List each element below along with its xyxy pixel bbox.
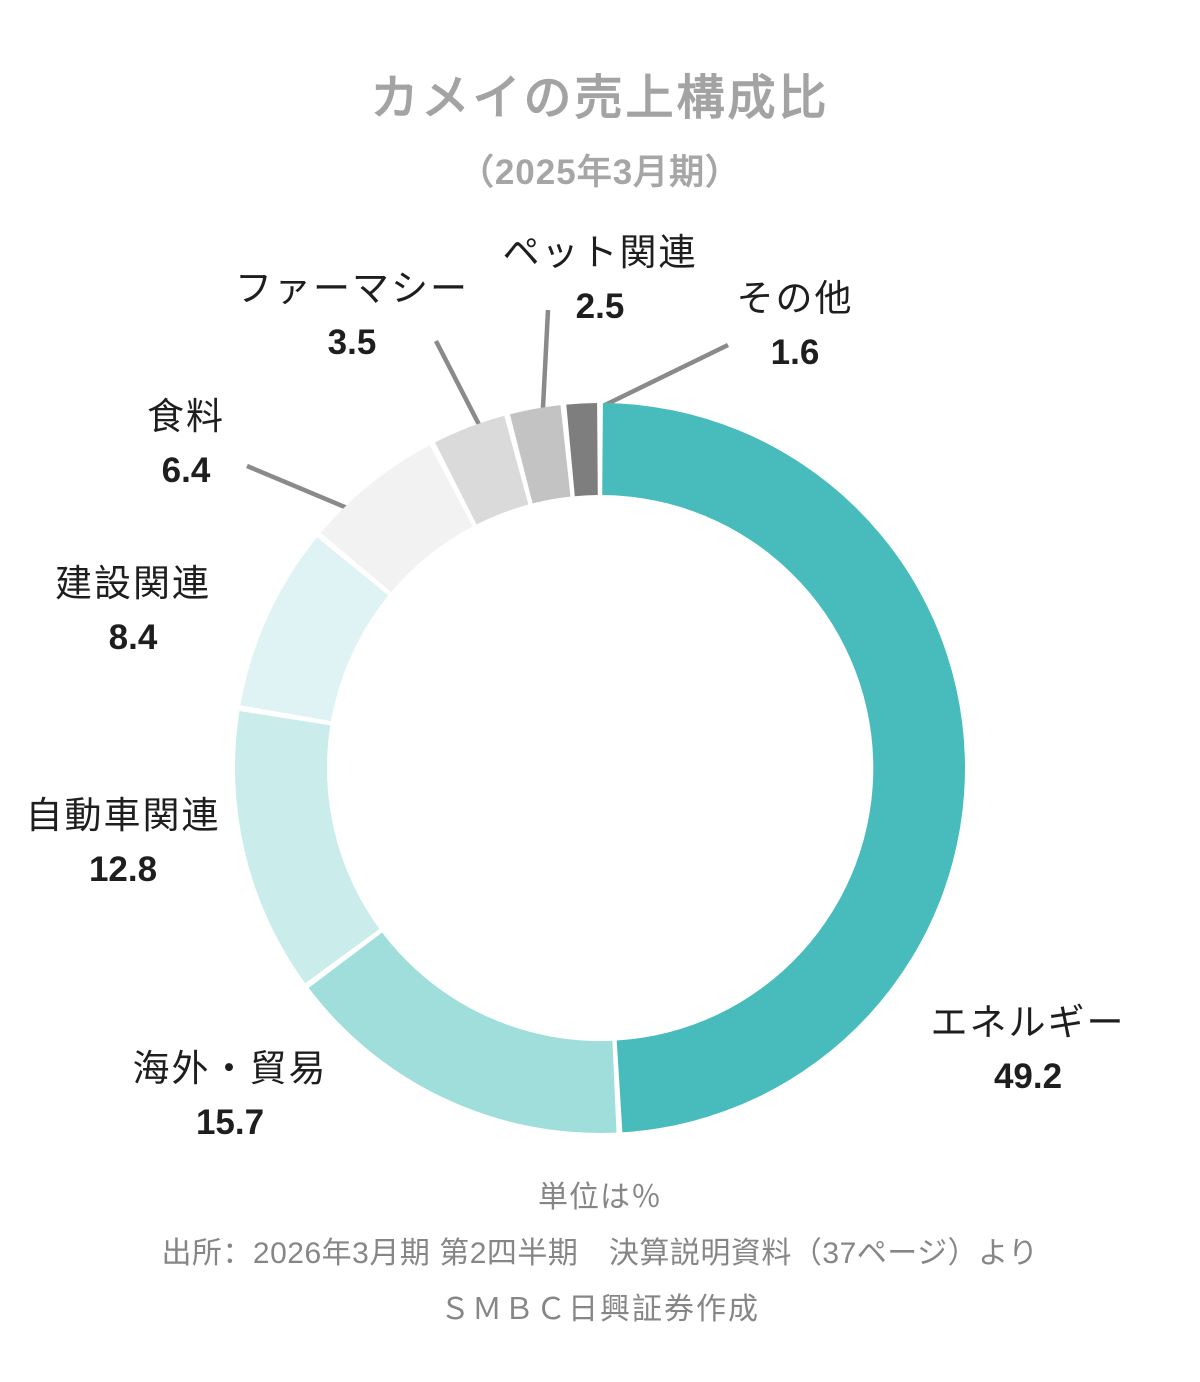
- segment-value: 2.5: [575, 287, 625, 326]
- segment-label-pharmacy: ファーマシー 3.5: [235, 263, 469, 371]
- donut-segment-6: [435, 415, 529, 525]
- donut-segment-4: [240, 537, 389, 722]
- donut-segment-8: [566, 403, 598, 497]
- segment-label-other: その他 1.6: [737, 273, 854, 381]
- segment-label-energy: エネルギー 49.2: [931, 997, 1126, 1105]
- segment-name: 海外・貿易: [132, 1048, 328, 1089]
- segment-label-construction: 建設関連 8.4: [55, 558, 211, 666]
- donut-segment-1: [602, 403, 965, 1133]
- segment-name: エネルギー: [930, 1002, 1126, 1043]
- segment-label-automotive: 自動車関連 12.8: [26, 790, 221, 898]
- donut-segment-2: [308, 932, 617, 1133]
- segment-value: 8.4: [108, 618, 158, 657]
- segment-name: ペット関連: [502, 232, 698, 273]
- donut-segment-5: [320, 445, 473, 593]
- unit-note: 単位は％: [538, 1181, 662, 1214]
- page-title: カメイの売上構成比: [370, 72, 830, 125]
- segment-name: その他: [736, 278, 854, 319]
- segment-name: ファーマシー: [235, 268, 469, 309]
- segment-value: 49.2: [993, 1057, 1063, 1096]
- donut-segment-3: [235, 711, 380, 984]
- page-subtitle: （2025年3月期）: [458, 153, 742, 192]
- segment-value: 6.4: [161, 451, 211, 490]
- segment-name: 建設関連: [55, 563, 211, 604]
- leader-line-other: [604, 342, 729, 408]
- segment-value: 1.6: [770, 333, 820, 372]
- source-line: 出所：2026年3月期 第2四半期 決算説明資料（37ページ）より: [161, 1237, 1039, 1270]
- credit-line: ＳＭＢＣ日興証券作成: [440, 1293, 760, 1326]
- segment-label-overseas-trade: 海外・貿易 15.7: [133, 1043, 328, 1151]
- segment-value: 12.8: [88, 850, 158, 889]
- segment-label-pet: ペット関連 2.5: [503, 227, 698, 335]
- segment-name: 自動車関連: [25, 795, 221, 836]
- segment-value: 15.7: [195, 1103, 265, 1142]
- segment-label-food: 食料 6.4: [147, 391, 225, 499]
- segment-value: 3.5: [327, 323, 377, 362]
- donut-segment-7: [509, 405, 571, 504]
- segment-name: 食料: [147, 396, 225, 437]
